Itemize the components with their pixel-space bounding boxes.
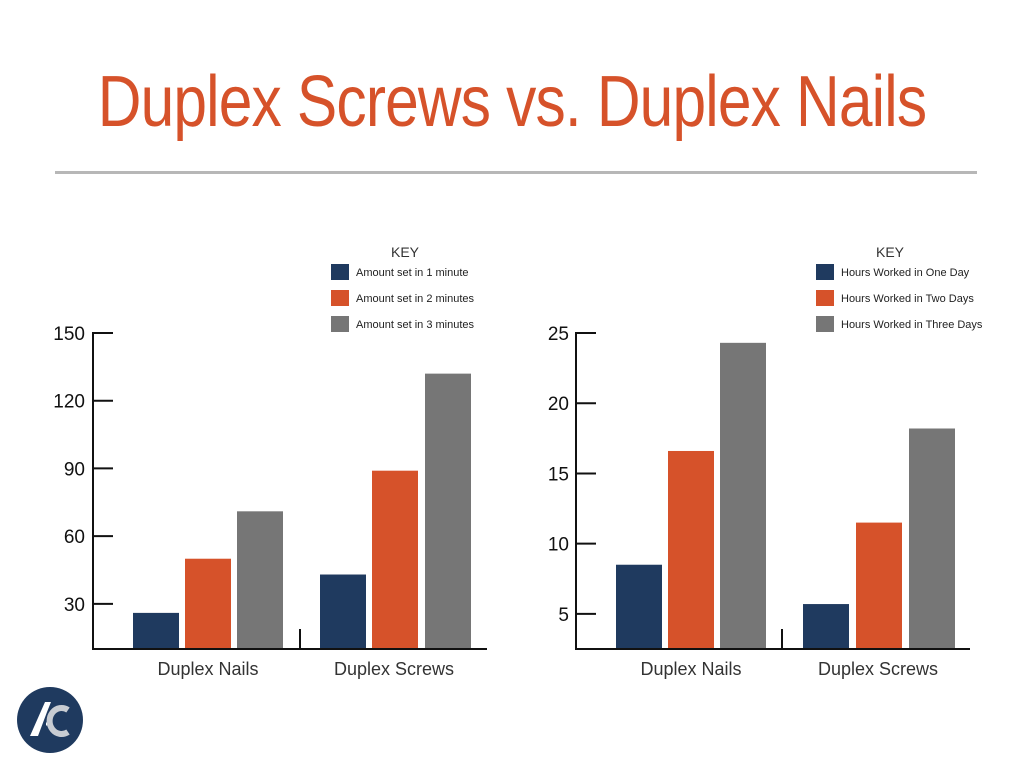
bar-duplex-screws-series-2 bbox=[856, 522, 902, 649]
bar-duplex-nails-series-2 bbox=[668, 450, 714, 649]
y-tick-label: 90 bbox=[64, 459, 85, 480]
y-tick-label: 30 bbox=[64, 595, 85, 616]
legend-label: Hours Worked in Two Days bbox=[841, 293, 974, 305]
y-tick-label: 25 bbox=[548, 324, 569, 345]
legend-swatch bbox=[331, 264, 349, 280]
legend-label: Amount set in 2 minutes bbox=[356, 293, 475, 305]
bar-duplex-screws-series-3 bbox=[909, 428, 955, 649]
legend-title: KEY bbox=[391, 244, 420, 260]
y-tick-label: 150 bbox=[53, 324, 85, 345]
y-tick-label: 60 bbox=[64, 527, 85, 548]
bar-duplex-nails-series-3 bbox=[237, 511, 283, 649]
legend-swatch bbox=[331, 290, 349, 306]
bar-duplex-screws-series-2 bbox=[372, 470, 418, 649]
legend-label: Amount set in 1 minute bbox=[356, 267, 469, 279]
bar-duplex-screws-series-3 bbox=[425, 373, 471, 649]
legend-swatch bbox=[816, 290, 834, 306]
y-tick-label: 15 bbox=[548, 464, 569, 485]
x-category-label: Duplex Nails bbox=[640, 659, 741, 679]
legend-swatch bbox=[816, 264, 834, 280]
x-category-label: Duplex Screws bbox=[818, 659, 938, 679]
ac-logo bbox=[17, 687, 83, 753]
y-tick-label: 5 bbox=[558, 605, 569, 626]
legend-swatch bbox=[816, 316, 834, 332]
bar-duplex-nails-series-1 bbox=[616, 564, 662, 649]
bar-duplex-nails-series-2 bbox=[185, 558, 231, 649]
legend-title: KEY bbox=[876, 244, 905, 260]
page-title: Duplex Screws vs. Duplex Nails bbox=[97, 62, 927, 142]
title-divider bbox=[55, 171, 977, 174]
legend-label: Hours Worked in Three Days bbox=[841, 319, 983, 331]
x-category-label: Duplex Nails bbox=[157, 659, 258, 679]
bar-duplex-screws-series-1 bbox=[803, 604, 849, 649]
y-tick-label: 10 bbox=[548, 535, 569, 556]
bar-duplex-nails-series-1 bbox=[133, 612, 179, 649]
y-tick-label: 20 bbox=[548, 394, 569, 415]
legend-swatch bbox=[331, 316, 349, 332]
x-category-label: Duplex Screws bbox=[334, 659, 454, 679]
bar-duplex-nails-series-3 bbox=[720, 342, 766, 649]
y-tick-label: 120 bbox=[53, 392, 85, 413]
bar-duplex-screws-series-1 bbox=[320, 574, 366, 649]
legend-label: Hours Worked in One Day bbox=[841, 267, 970, 279]
legend-label: Amount set in 3 minutes bbox=[356, 319, 475, 331]
